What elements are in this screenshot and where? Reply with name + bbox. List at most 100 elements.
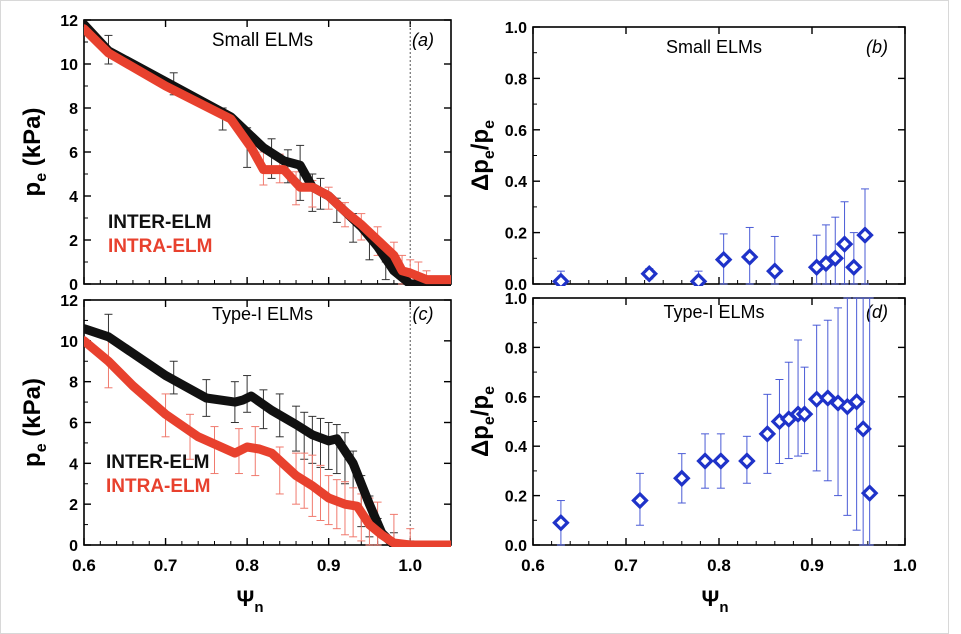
x-tick-label: 0.6 <box>72 556 96 575</box>
y-tick-label: 0.0 <box>505 538 527 555</box>
y-axis-label-rest: (kPa) <box>19 378 46 443</box>
y-tick-label: 8 <box>69 375 78 392</box>
y-tick-label: 4 <box>69 456 78 473</box>
y-tick-label: 0.6 <box>505 390 527 407</box>
data-point-diamond <box>795 405 814 423</box>
data-point-diamond <box>856 226 874 244</box>
data-point-diamond <box>835 235 854 253</box>
data-point-diamond <box>714 250 733 269</box>
y-axis-label: pe (kPa) <box>19 378 50 467</box>
data-point-diamond <box>631 491 649 510</box>
series-line-intra-elm <box>84 24 451 285</box>
data-point-diamond <box>640 264 659 283</box>
y-tick-label: 0.6 <box>505 123 527 140</box>
y-axis-label-rest: (kPa) <box>19 108 46 173</box>
plot-frame <box>83 299 452 546</box>
y-axis-label: Δpe/pe <box>467 386 498 457</box>
y-axis-label-main: p <box>19 182 46 197</box>
x-tick-label: 0.8 <box>235 556 259 575</box>
x-tick-label: 0.7 <box>154 556 178 575</box>
x-axis-label-sub-right: n <box>719 599 728 616</box>
x-axis-label-sub: n <box>254 599 263 616</box>
data-point-diamond <box>847 392 866 411</box>
y-tick-label: 2 <box>69 497 78 514</box>
x-tick-label: 1.0 <box>893 556 917 575</box>
y-tick-label: 10 <box>60 57 78 74</box>
y-tick-label: 0.8 <box>505 340 527 357</box>
chart-title: Type-I ELMs <box>663 302 764 322</box>
y-axis-label-main: Δp <box>467 425 494 457</box>
y-tick-label: 0 <box>69 538 78 555</box>
y-tick-label: 6 <box>69 145 78 162</box>
x-axis-label-main-right: Ψ <box>702 586 720 611</box>
y-axis-label-main: p <box>19 452 46 467</box>
y-tick-label: 1.0 <box>505 20 527 37</box>
data-point-diamond <box>738 452 756 470</box>
y-tick-label: 0.2 <box>505 489 527 506</box>
x-tick-label: 1.0 <box>398 556 422 575</box>
chart-title: Small ELMs <box>212 30 313 51</box>
panel-label: (a) <box>412 30 434 50</box>
panel-d-type-i-elms-ratio: 0.00.20.40.60.81.00.6 0.7 0.8 0.9 1.0Δpe/peT… <box>467 291 917 575</box>
panel-label: (d) <box>866 302 888 322</box>
y-tick-label: 4 <box>69 189 78 206</box>
y-tick-label: 12 <box>60 293 78 310</box>
x-axis-label-left: Ψn <box>237 586 264 616</box>
plot-area <box>552 297 879 546</box>
chart-title: Small ELMs <box>666 37 762 57</box>
x-tick-label: 0.8 <box>707 556 731 575</box>
data-point-diamond <box>696 452 714 470</box>
data-point-diamond <box>826 249 845 268</box>
plot-area <box>84 19 451 286</box>
y-axis-label: pe (kPa) <box>19 108 50 197</box>
y-tick-label: 2 <box>69 233 78 250</box>
panel-label: (c) <box>413 304 434 324</box>
y-tick-label: 0.8 <box>505 71 527 88</box>
data-point-diamond <box>673 469 691 488</box>
legend-inter-elm: INTER-ELM <box>106 452 209 473</box>
y-axis-label-sub: e <box>33 443 50 452</box>
data-point-diamond <box>552 514 570 532</box>
y-axis-label-sub2: e <box>481 120 498 129</box>
y-tick-label: 12 <box>60 13 78 30</box>
legend-inter-elm: INTER-ELM <box>108 212 211 233</box>
y-tick-label: 1.0 <box>505 291 527 308</box>
x-tick-label: 0.9 <box>800 556 824 575</box>
x-axis-label-main: Ψ <box>237 586 255 611</box>
svg-text:Ψn: Ψn <box>237 586 264 616</box>
legend-intra-elm: INTRA-ELM <box>108 236 212 257</box>
plot-area <box>552 188 874 286</box>
y-tick-label: 0.2 <box>505 226 527 243</box>
data-point-diamond <box>845 258 863 277</box>
y-tick-label: 0.4 <box>505 439 527 456</box>
y-tick-label: 0.4 <box>505 174 527 191</box>
y-axis-label-sub: e <box>33 173 50 182</box>
data-point-diamond <box>766 262 784 280</box>
y-axis-label-rest: /p <box>467 395 494 416</box>
y-tick-label: 8 <box>69 101 78 118</box>
data-point-diamond <box>740 248 759 266</box>
svg-text:Ψn: Ψn <box>702 586 729 616</box>
y-axis-label-rest: /p <box>467 129 494 150</box>
data-point-diamond <box>854 420 872 438</box>
x-tick-label: 0.6 <box>521 556 545 575</box>
y-axis-label-main: Δp <box>467 159 494 191</box>
data-point-diamond <box>552 272 570 286</box>
x-tick-label: 0.9 <box>317 556 341 575</box>
y-tick-label: 10 <box>60 334 78 351</box>
y-tick-label: 6 <box>69 416 78 433</box>
panel-c-type-i-elms-profiles: 0 2 4 6 8 10 12 0.6 0.7 0.8 0.9 1.0 pe (kPa) Type-I E… <box>19 293 452 575</box>
y-axis-label-sub2: e <box>481 386 498 395</box>
panel-a-small-elms-profiles: 0 2 4 6 8 10 12 pe (kPa) Small ELMs (a) INTER-ELM I… <box>19 13 452 294</box>
chart-title: Type-I ELMs <box>212 304 313 324</box>
panel-label: (b) <box>866 37 888 57</box>
x-tick-label: 0.7 <box>614 556 638 575</box>
data-point-diamond <box>758 425 777 443</box>
legend-intra-elm: INTRA-ELM <box>106 476 210 497</box>
y-tick-label: 0.0 <box>505 277 527 294</box>
data-point-diamond <box>712 452 730 470</box>
data-point-diamond <box>860 484 879 502</box>
x-axis-label-right: Ψn <box>702 586 729 616</box>
